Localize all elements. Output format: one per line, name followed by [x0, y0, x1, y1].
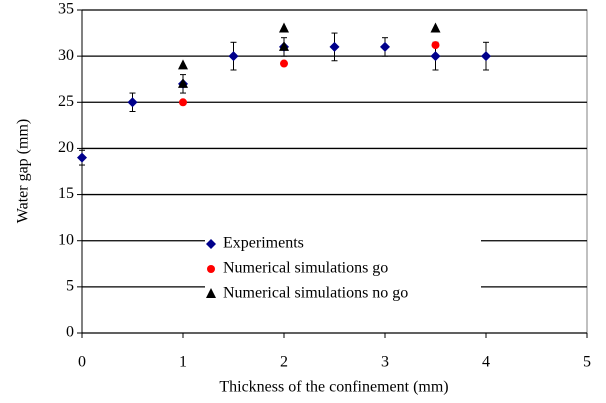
x-axis-label: Thickness of the confinement (mm) [219, 379, 448, 396]
point [279, 40, 289, 51]
point [431, 41, 440, 50]
y-tick-label: 0 [66, 324, 74, 341]
legend-label: Experiments [223, 235, 304, 252]
point [380, 41, 390, 52]
y-axis-label: Water gap (mm) [15, 119, 32, 223]
legend-marker [206, 288, 216, 298]
legend-label: Numerical simulations go [223, 260, 388, 277]
point [430, 51, 441, 62]
point [280, 59, 288, 68]
point [228, 51, 239, 62]
x-tick-label: 3 [381, 354, 389, 371]
x-tick-label: 1 [179, 354, 187, 371]
legend-box [205, 230, 481, 310]
y-tick-label: 5 [66, 278, 74, 295]
y-tick-label: 10 [58, 231, 74, 248]
y-tick-label: 25 [58, 93, 74, 110]
point [77, 152, 87, 163]
point [329, 41, 340, 52]
point [178, 77, 188, 88]
point [279, 22, 289, 33]
point [127, 97, 138, 108]
legend-marker [207, 265, 215, 273]
x-tick-label: 2 [280, 354, 288, 371]
x-tick-label: 5 [583, 354, 591, 371]
y-tick-label: 30 [58, 47, 74, 64]
legend-label: Numerical simulations no go [223, 285, 408, 302]
y-tick-label: 15 [58, 185, 74, 202]
y-tick-label: 35 [58, 1, 74, 18]
x-tick-label: 0 [78, 354, 86, 371]
legend-marker [206, 239, 216, 249]
point [430, 22, 441, 33]
point [179, 98, 187, 107]
point [178, 59, 188, 70]
y-tick-label: 20 [58, 139, 74, 156]
point [481, 51, 491, 62]
x-tick-label: 4 [482, 354, 490, 371]
